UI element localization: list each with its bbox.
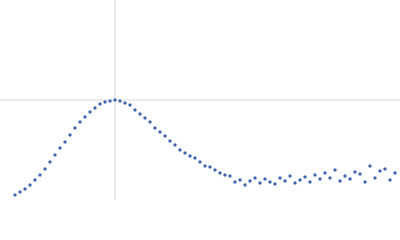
point <box>33 178 37 182</box>
point <box>223 173 227 177</box>
point <box>78 120 82 124</box>
point <box>98 102 102 106</box>
point <box>358 172 362 176</box>
point <box>248 179 252 183</box>
point <box>58 146 62 150</box>
point <box>198 160 202 164</box>
point <box>53 153 57 157</box>
point <box>133 108 137 112</box>
point <box>243 183 247 187</box>
point <box>238 178 242 182</box>
point <box>128 103 132 107</box>
point <box>163 134 167 138</box>
point <box>258 181 262 185</box>
point <box>18 190 22 194</box>
point <box>228 174 232 178</box>
point <box>353 170 357 174</box>
point <box>293 181 297 185</box>
point <box>168 139 172 143</box>
point <box>138 112 142 116</box>
point <box>183 151 187 155</box>
point <box>283 179 287 183</box>
point <box>308 180 312 184</box>
point <box>393 171 397 175</box>
point <box>323 171 327 175</box>
point <box>383 167 387 171</box>
point <box>103 100 107 104</box>
point <box>153 126 157 130</box>
point <box>63 140 67 144</box>
point <box>113 98 117 102</box>
point <box>23 187 27 191</box>
point <box>378 169 382 173</box>
point <box>118 99 122 103</box>
point <box>73 126 77 130</box>
point <box>278 176 282 180</box>
point <box>208 165 212 169</box>
point <box>318 177 322 181</box>
point <box>38 173 42 177</box>
point <box>48 160 52 164</box>
point <box>273 182 277 186</box>
point <box>328 176 332 180</box>
point <box>88 110 92 114</box>
point <box>188 154 192 158</box>
point <box>268 180 272 184</box>
point <box>143 116 147 120</box>
point <box>388 178 392 182</box>
point <box>43 167 47 171</box>
point <box>338 179 342 183</box>
point <box>233 180 237 184</box>
point <box>83 115 87 119</box>
point <box>148 120 152 124</box>
point <box>288 174 292 178</box>
point <box>28 183 32 187</box>
point <box>93 106 97 110</box>
point <box>313 173 317 177</box>
point <box>363 180 367 184</box>
point <box>68 133 72 137</box>
point <box>178 148 182 152</box>
point <box>203 164 207 168</box>
point <box>158 130 162 134</box>
point <box>13 193 17 197</box>
point <box>218 171 222 175</box>
point <box>263 177 267 181</box>
point <box>303 175 307 179</box>
chart <box>0 0 400 200</box>
point <box>333 168 337 172</box>
point <box>298 178 302 182</box>
point <box>253 176 257 180</box>
point <box>123 101 127 105</box>
page: {"chart_data": {"type": "scatter", "x": … <box>0 0 400 200</box>
point <box>173 143 177 147</box>
point <box>348 177 352 181</box>
point <box>343 174 347 178</box>
point <box>193 156 197 160</box>
point <box>368 164 372 168</box>
point <box>108 99 112 103</box>
point <box>373 176 377 180</box>
point <box>213 168 217 172</box>
